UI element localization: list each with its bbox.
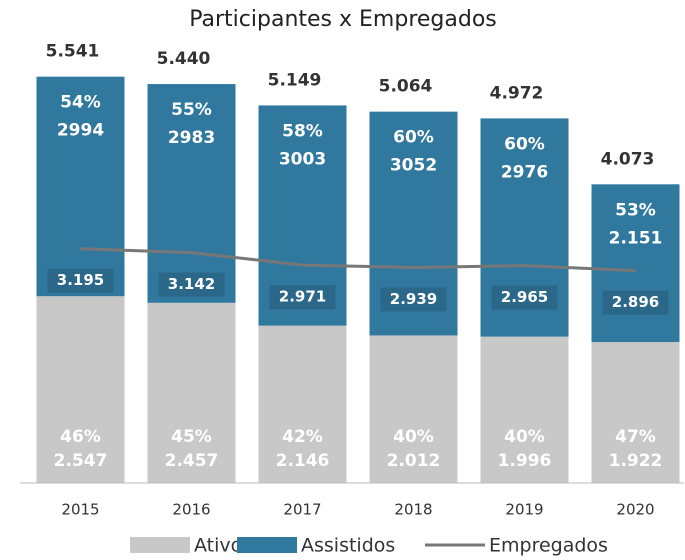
total-label: 5.440 (157, 49, 211, 69)
bar-segment (36, 296, 125, 483)
value-label: 3052 (390, 156, 437, 176)
bar-segment (591, 342, 680, 483)
line-label-box (491, 285, 558, 310)
share-label: 58% (282, 121, 323, 141)
bar-segment (147, 84, 236, 303)
legend-label: Empregados (489, 535, 608, 557)
value-label: 2976 (501, 162, 548, 182)
line-value-label: 2.965 (501, 288, 548, 306)
share-label: 42% (282, 427, 323, 447)
share-label: 54% (60, 93, 101, 113)
legend-label: Assistidos (301, 535, 395, 557)
legend-swatch (237, 537, 297, 553)
share-label: 60% (393, 128, 434, 148)
line-value-label: 3.142 (168, 275, 215, 293)
value-label: 2994 (57, 121, 104, 141)
value-label: 3003 (279, 149, 326, 169)
total-label: 5.064 (379, 77, 433, 97)
bar-segment (369, 335, 458, 483)
line-label-box (269, 285, 336, 310)
share-label: 45% (171, 427, 212, 447)
x-tick-label: 2015 (61, 501, 99, 519)
line-value-label: 2.939 (390, 290, 437, 308)
value-label: 2.146 (276, 451, 330, 471)
line-value-label: 3.195 (57, 271, 104, 289)
line-value-label: 2.896 (612, 293, 659, 311)
bar-segment (147, 302, 236, 483)
total-label: 5.541 (46, 42, 100, 62)
bar-segment (480, 118, 569, 337)
x-tick-label: 2017 (283, 501, 321, 519)
x-tick-label: 2019 (505, 501, 543, 519)
value-label: 2.547 (54, 451, 108, 471)
bar-segment (369, 111, 458, 336)
value-label: 1.996 (498, 451, 552, 471)
value-label: 1.922 (609, 451, 663, 471)
chart-title: Participantes x Empregados (189, 7, 497, 32)
line-series (80, 247, 636, 273)
value-label: 2.012 (387, 451, 441, 471)
line-label-box (47, 268, 114, 293)
share-label: 46% (60, 427, 101, 447)
value-label: 2.457 (165, 451, 219, 471)
share-label: 40% (504, 427, 545, 447)
share-label: 55% (171, 100, 212, 120)
value-label: 2.151 (609, 228, 663, 248)
legend-swatch (130, 537, 190, 553)
line-label-box (602, 290, 669, 315)
bar-segment (258, 105, 347, 326)
line-label-box (158, 272, 225, 297)
x-tick-label: 2016 (172, 501, 210, 519)
line-value-label: 2.971 (279, 288, 326, 306)
total-label: 4.073 (601, 149, 655, 169)
x-tick-label: 2020 (616, 501, 654, 519)
x-tick-label: 2018 (394, 501, 432, 519)
total-label: 5.149 (268, 70, 322, 90)
share-label: 47% (615, 427, 656, 447)
share-label: 40% (393, 427, 434, 447)
value-label: 2983 (168, 128, 215, 148)
bar-segment (258, 325, 347, 483)
share-label: 53% (615, 200, 656, 220)
bar-segment (480, 336, 569, 483)
total-label: 4.972 (490, 83, 544, 103)
bar-segment (36, 76, 125, 297)
line-label-box (380, 287, 447, 312)
bar-segment (591, 184, 680, 343)
share-label: 60% (504, 134, 545, 154)
